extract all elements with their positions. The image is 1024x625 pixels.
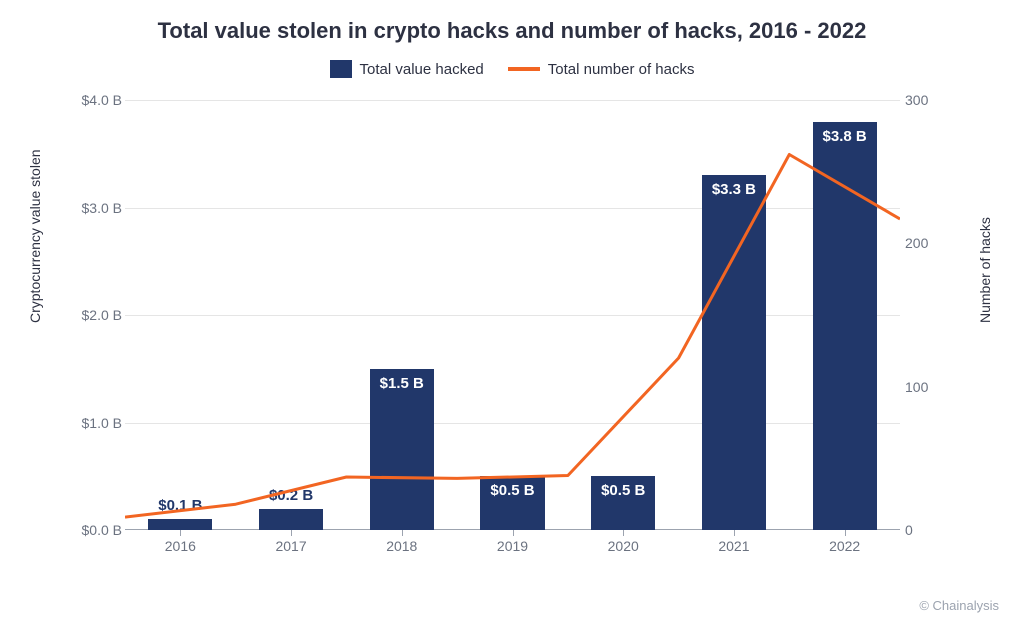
x-tick: 2016: [165, 538, 196, 554]
y-left-tick: $2.0 B: [62, 307, 122, 323]
x-tick-mark: [734, 530, 735, 536]
bar-value-label: $3.8 B: [813, 128, 877, 145]
x-tick: 2020: [608, 538, 639, 554]
y-left-tick: $1.0 B: [62, 415, 122, 431]
y-axis-right-label: Number of hacks: [977, 217, 993, 323]
plot-area: $0.1 B $0.2 B $1.5 B $0.5 B $0.5 B $3.3 B $3.8…: [125, 100, 900, 530]
bar: $3.3 B: [702, 175, 766, 530]
bar: $0.2 B: [259, 509, 323, 531]
y-left-tick: $3.0 B: [62, 200, 122, 216]
x-tick: 2019: [497, 538, 528, 554]
bar: $1.5 B: [370, 369, 434, 530]
y-right-tick: 0: [905, 522, 955, 538]
x-tick-mark: [513, 530, 514, 536]
x-tick: 2022: [829, 538, 860, 554]
bar-value-label: $1.5 B: [370, 375, 434, 392]
legend-line-label: Total number of hacks: [548, 61, 695, 78]
y-axis-left-label: Cryptocurrency value stolen: [27, 149, 43, 323]
grid-line: [125, 423, 900, 424]
bar-value-label: $3.3 B: [702, 181, 766, 198]
bar-swatch-icon: [330, 60, 352, 78]
x-axis-ticks: 2016 2017 2018 2019 2020 2021 2022: [125, 538, 900, 568]
bar: $3.8 B: [813, 122, 877, 531]
x-tick-mark: [845, 530, 846, 536]
legend-bar-label: Total value hacked: [360, 61, 484, 78]
chart-title: Total value stolen in crypto hacks and n…: [0, 18, 1024, 44]
x-tick-mark: [623, 530, 624, 536]
x-tick: 2017: [275, 538, 306, 554]
grid-line: [125, 315, 900, 316]
grid-line: [125, 208, 900, 209]
y-axis-left-ticks: $0.0 B$1.0 B$2.0 B$3.0 B$4.0 B: [72, 100, 122, 530]
bar-value-label: $0.5 B: [591, 482, 655, 499]
bar: $0.5 B: [591, 476, 655, 530]
y-left-tick: $0.0 B: [62, 522, 122, 538]
y-right-tick: 200: [905, 235, 955, 251]
bar-value-label: $0.5 B: [480, 482, 544, 499]
grid-line: [125, 100, 900, 101]
x-tick-mark: [402, 530, 403, 536]
line-swatch-icon: [508, 67, 540, 71]
x-tick-mark: [291, 530, 292, 536]
legend: Total value hacked Total number of hacks: [0, 60, 1024, 78]
y-axis-right-ticks: 0100200300: [905, 100, 955, 530]
line-path: [125, 155, 900, 518]
y-left-tick: $4.0 B: [62, 92, 122, 108]
bar: $0.1 B: [148, 519, 212, 530]
x-tick: 2021: [718, 538, 749, 554]
bar-value-label: $0.2 B: [259, 487, 323, 504]
y-right-tick: 100: [905, 379, 955, 395]
legend-item-line: Total number of hacks: [508, 61, 695, 78]
x-tick-mark: [180, 530, 181, 536]
bar-value-label: $0.1 B: [148, 497, 212, 514]
attribution: © Chainalysis: [919, 598, 999, 613]
legend-item-bar: Total value hacked: [330, 60, 484, 78]
bar: $0.5 B: [480, 476, 544, 530]
x-tick: 2018: [386, 538, 417, 554]
y-right-tick: 300: [905, 92, 955, 108]
